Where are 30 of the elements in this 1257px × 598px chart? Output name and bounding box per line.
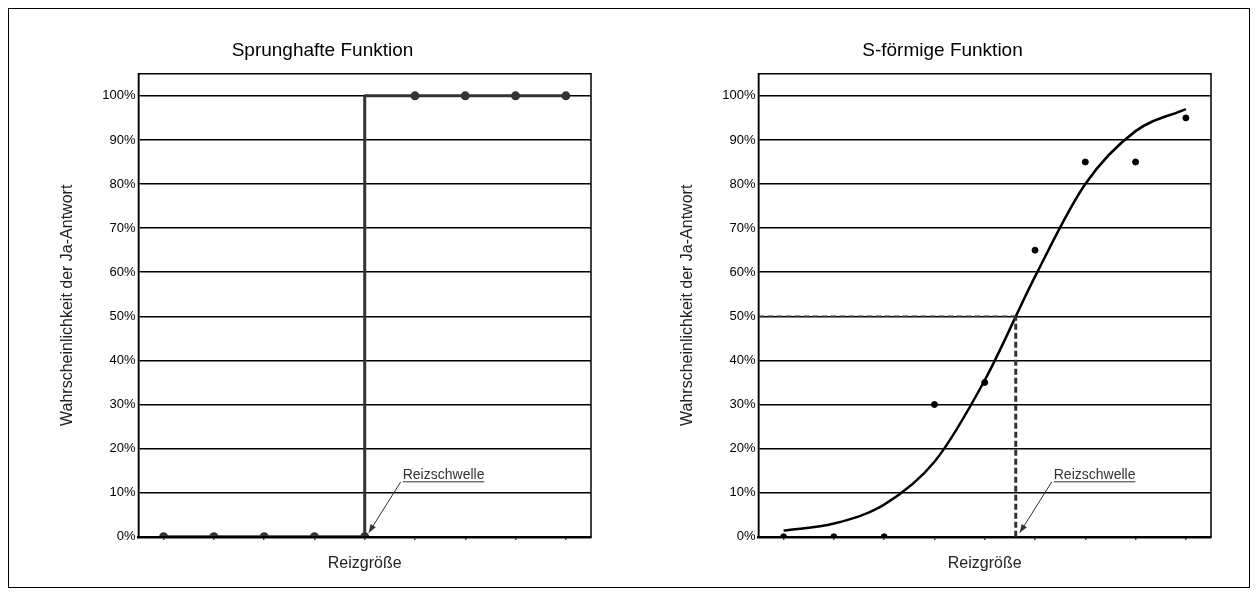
y-tick-label: 70% <box>109 219 136 235</box>
y-tick-label: 30% <box>729 396 756 412</box>
x-axis-title: Reizgröße <box>947 553 1022 571</box>
y-tick-label: 0% <box>116 528 136 544</box>
y-tick-label: 100% <box>102 87 136 103</box>
y-tick-label: 70% <box>729 219 756 235</box>
y-tick-label: 50% <box>109 307 136 323</box>
y-tick-label: 40% <box>109 352 136 367</box>
chart-title: S-förmige Funktion <box>862 38 1023 60</box>
y-tick-label: 30% <box>109 396 136 412</box>
chart-title: Sprunghafte Funktion <box>231 38 414 60</box>
y-tick-label: 80% <box>109 175 136 191</box>
y-tick-label: 80% <box>729 175 756 191</box>
y-tick-label: 0% <box>736 528 756 544</box>
y-tick-label: 40% <box>729 352 756 367</box>
y-tick-label: 10% <box>729 484 756 500</box>
y-tick-label: 20% <box>729 440 756 456</box>
y-tick-label: 20% <box>109 440 136 456</box>
y-tick-label: 100% <box>722 87 756 103</box>
y-tick-label: 60% <box>109 263 136 279</box>
y-tick-label: 60% <box>729 263 756 279</box>
y-tick-label: 90% <box>729 131 756 147</box>
y-axis-title: Wahrscheinlichkeit der Ja-Antwort <box>678 184 696 426</box>
annotation: Reizschwelle <box>402 465 485 482</box>
y-axis-title: Wahrscheinlichkeit der Ja-Antwort <box>58 184 76 426</box>
y-tick-label: 10% <box>109 484 136 500</box>
x-axis-title: Reizgröße <box>327 553 402 571</box>
y-tick-label: 90% <box>109 131 136 147</box>
y-tick-label: 50% <box>729 307 756 323</box>
annotation: Reizschwelle <box>1053 465 1136 482</box>
